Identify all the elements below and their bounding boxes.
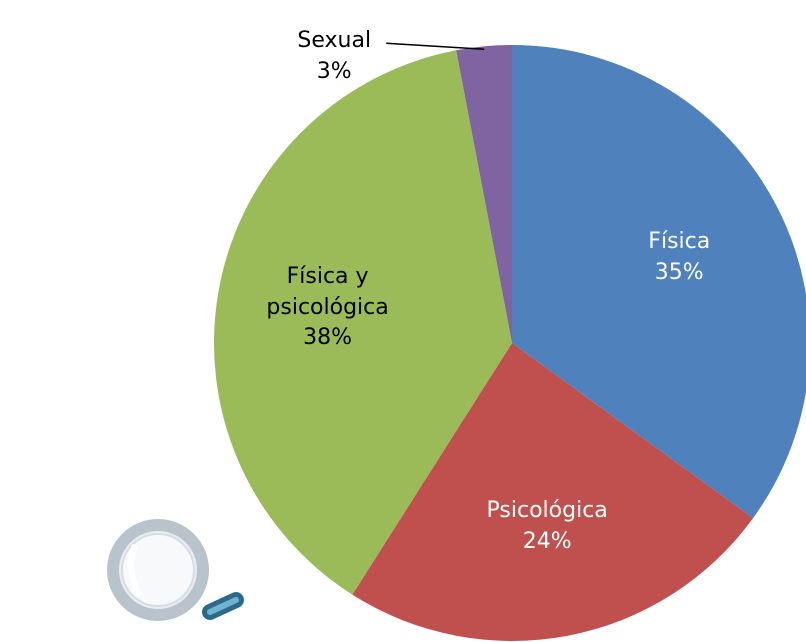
- slice-value: 24%: [487, 527, 608, 558]
- slice-name: Psicológica: [487, 497, 608, 528]
- slice-name: Física: [648, 227, 710, 258]
- leader-line: [386, 43, 484, 49]
- chart: [0, 0, 806, 642]
- slice-value: 35%: [648, 258, 710, 289]
- magnifier-icon: [113, 525, 236, 615]
- slice-value: 3%: [297, 57, 371, 88]
- slice-name: Sexual: [297, 27, 371, 58]
- slice-value: 38%: [253, 323, 403, 354]
- slice-name: Física y psicológica: [253, 262, 403, 324]
- page: {"chart_data": {"type": "pie", "categori…: [0, 0, 806, 642]
